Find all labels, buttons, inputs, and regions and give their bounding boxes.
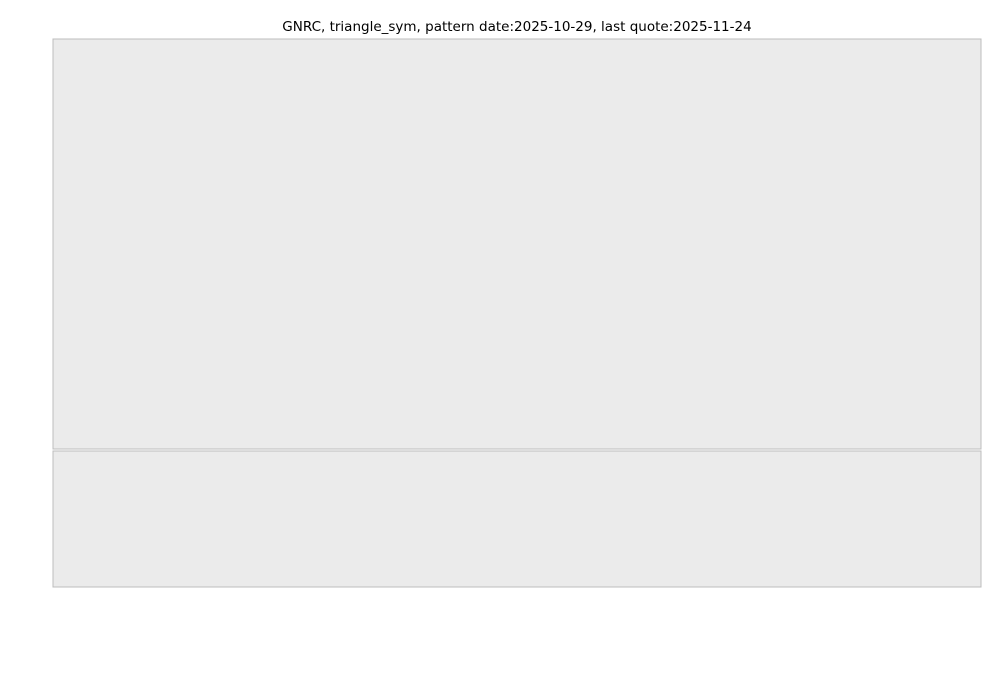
chart-title: GNRC, triangle_sym, pattern date:2025-10… [282,19,751,35]
volume-panel [52,450,982,588]
price-panel [52,38,982,450]
